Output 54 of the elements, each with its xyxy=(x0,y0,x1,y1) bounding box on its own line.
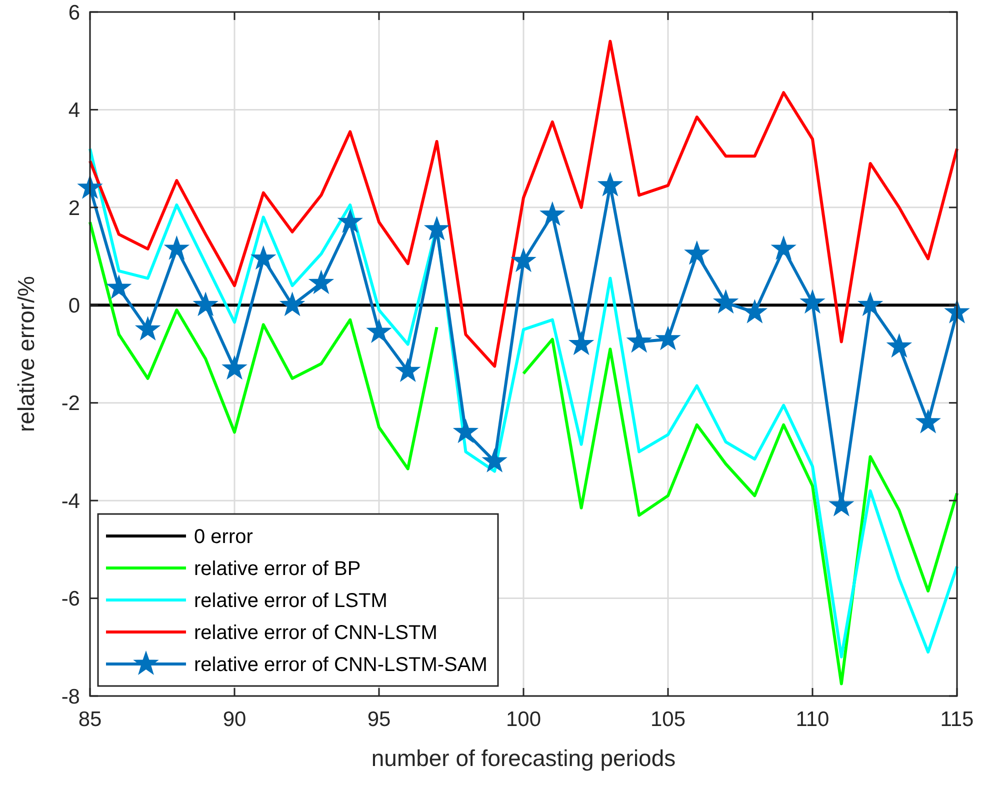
y-tick-label: 4 xyxy=(68,99,80,122)
point xyxy=(627,329,652,352)
point xyxy=(887,334,912,357)
point xyxy=(916,410,940,433)
point xyxy=(742,300,767,323)
point xyxy=(454,420,478,442)
line-series xyxy=(88,147,958,658)
y-axis-title: relative error/% xyxy=(13,276,39,432)
x-tick-label: 90 xyxy=(222,708,246,731)
point xyxy=(512,248,536,272)
point xyxy=(569,332,594,354)
point xyxy=(540,202,564,225)
point xyxy=(367,320,391,342)
point xyxy=(164,236,189,260)
point xyxy=(772,236,796,260)
point xyxy=(482,448,507,472)
point xyxy=(136,317,160,340)
point xyxy=(396,358,420,382)
y-tick-label: -2 xyxy=(61,392,80,416)
point xyxy=(945,300,969,323)
x-tick-label: 85 xyxy=(78,708,102,731)
legend-label: relative error of CNN-LSTM-SAM xyxy=(194,654,488,676)
point xyxy=(656,326,680,350)
legend-label: relative error of CNN-LSTM xyxy=(194,622,438,644)
x-tick-label: 115 xyxy=(940,708,974,731)
point xyxy=(598,172,622,196)
point xyxy=(309,270,334,294)
x-tick-label: 110 xyxy=(796,708,830,731)
y-tick-label: -4 xyxy=(61,490,80,513)
y-tick-label: 0 xyxy=(68,294,80,318)
point xyxy=(338,210,362,232)
line-series xyxy=(88,40,958,368)
x-tick-label: 105 xyxy=(650,708,686,731)
y-tick-label: -6 xyxy=(61,588,80,611)
point xyxy=(800,290,824,313)
y-tick-label: 6 xyxy=(68,1,80,24)
x-tick-label: 100 xyxy=(506,708,542,731)
y-tick-label: 2 xyxy=(68,196,80,220)
legend-label: relative error of BP xyxy=(194,558,361,580)
x-tick-label: 95 xyxy=(367,708,391,731)
y-tick-label: -8 xyxy=(61,685,80,708)
point xyxy=(858,292,882,316)
point xyxy=(829,492,854,516)
point xyxy=(684,241,709,264)
x-axis-title: number of forecasting periods xyxy=(371,745,676,771)
point xyxy=(222,356,246,379)
legend-label: relative error of LSTM xyxy=(194,590,388,612)
point xyxy=(714,290,738,313)
point xyxy=(280,292,304,316)
legend-label: 0 error xyxy=(194,526,254,548)
point xyxy=(194,292,218,316)
point xyxy=(424,216,449,240)
point xyxy=(106,276,131,298)
point xyxy=(251,246,276,269)
